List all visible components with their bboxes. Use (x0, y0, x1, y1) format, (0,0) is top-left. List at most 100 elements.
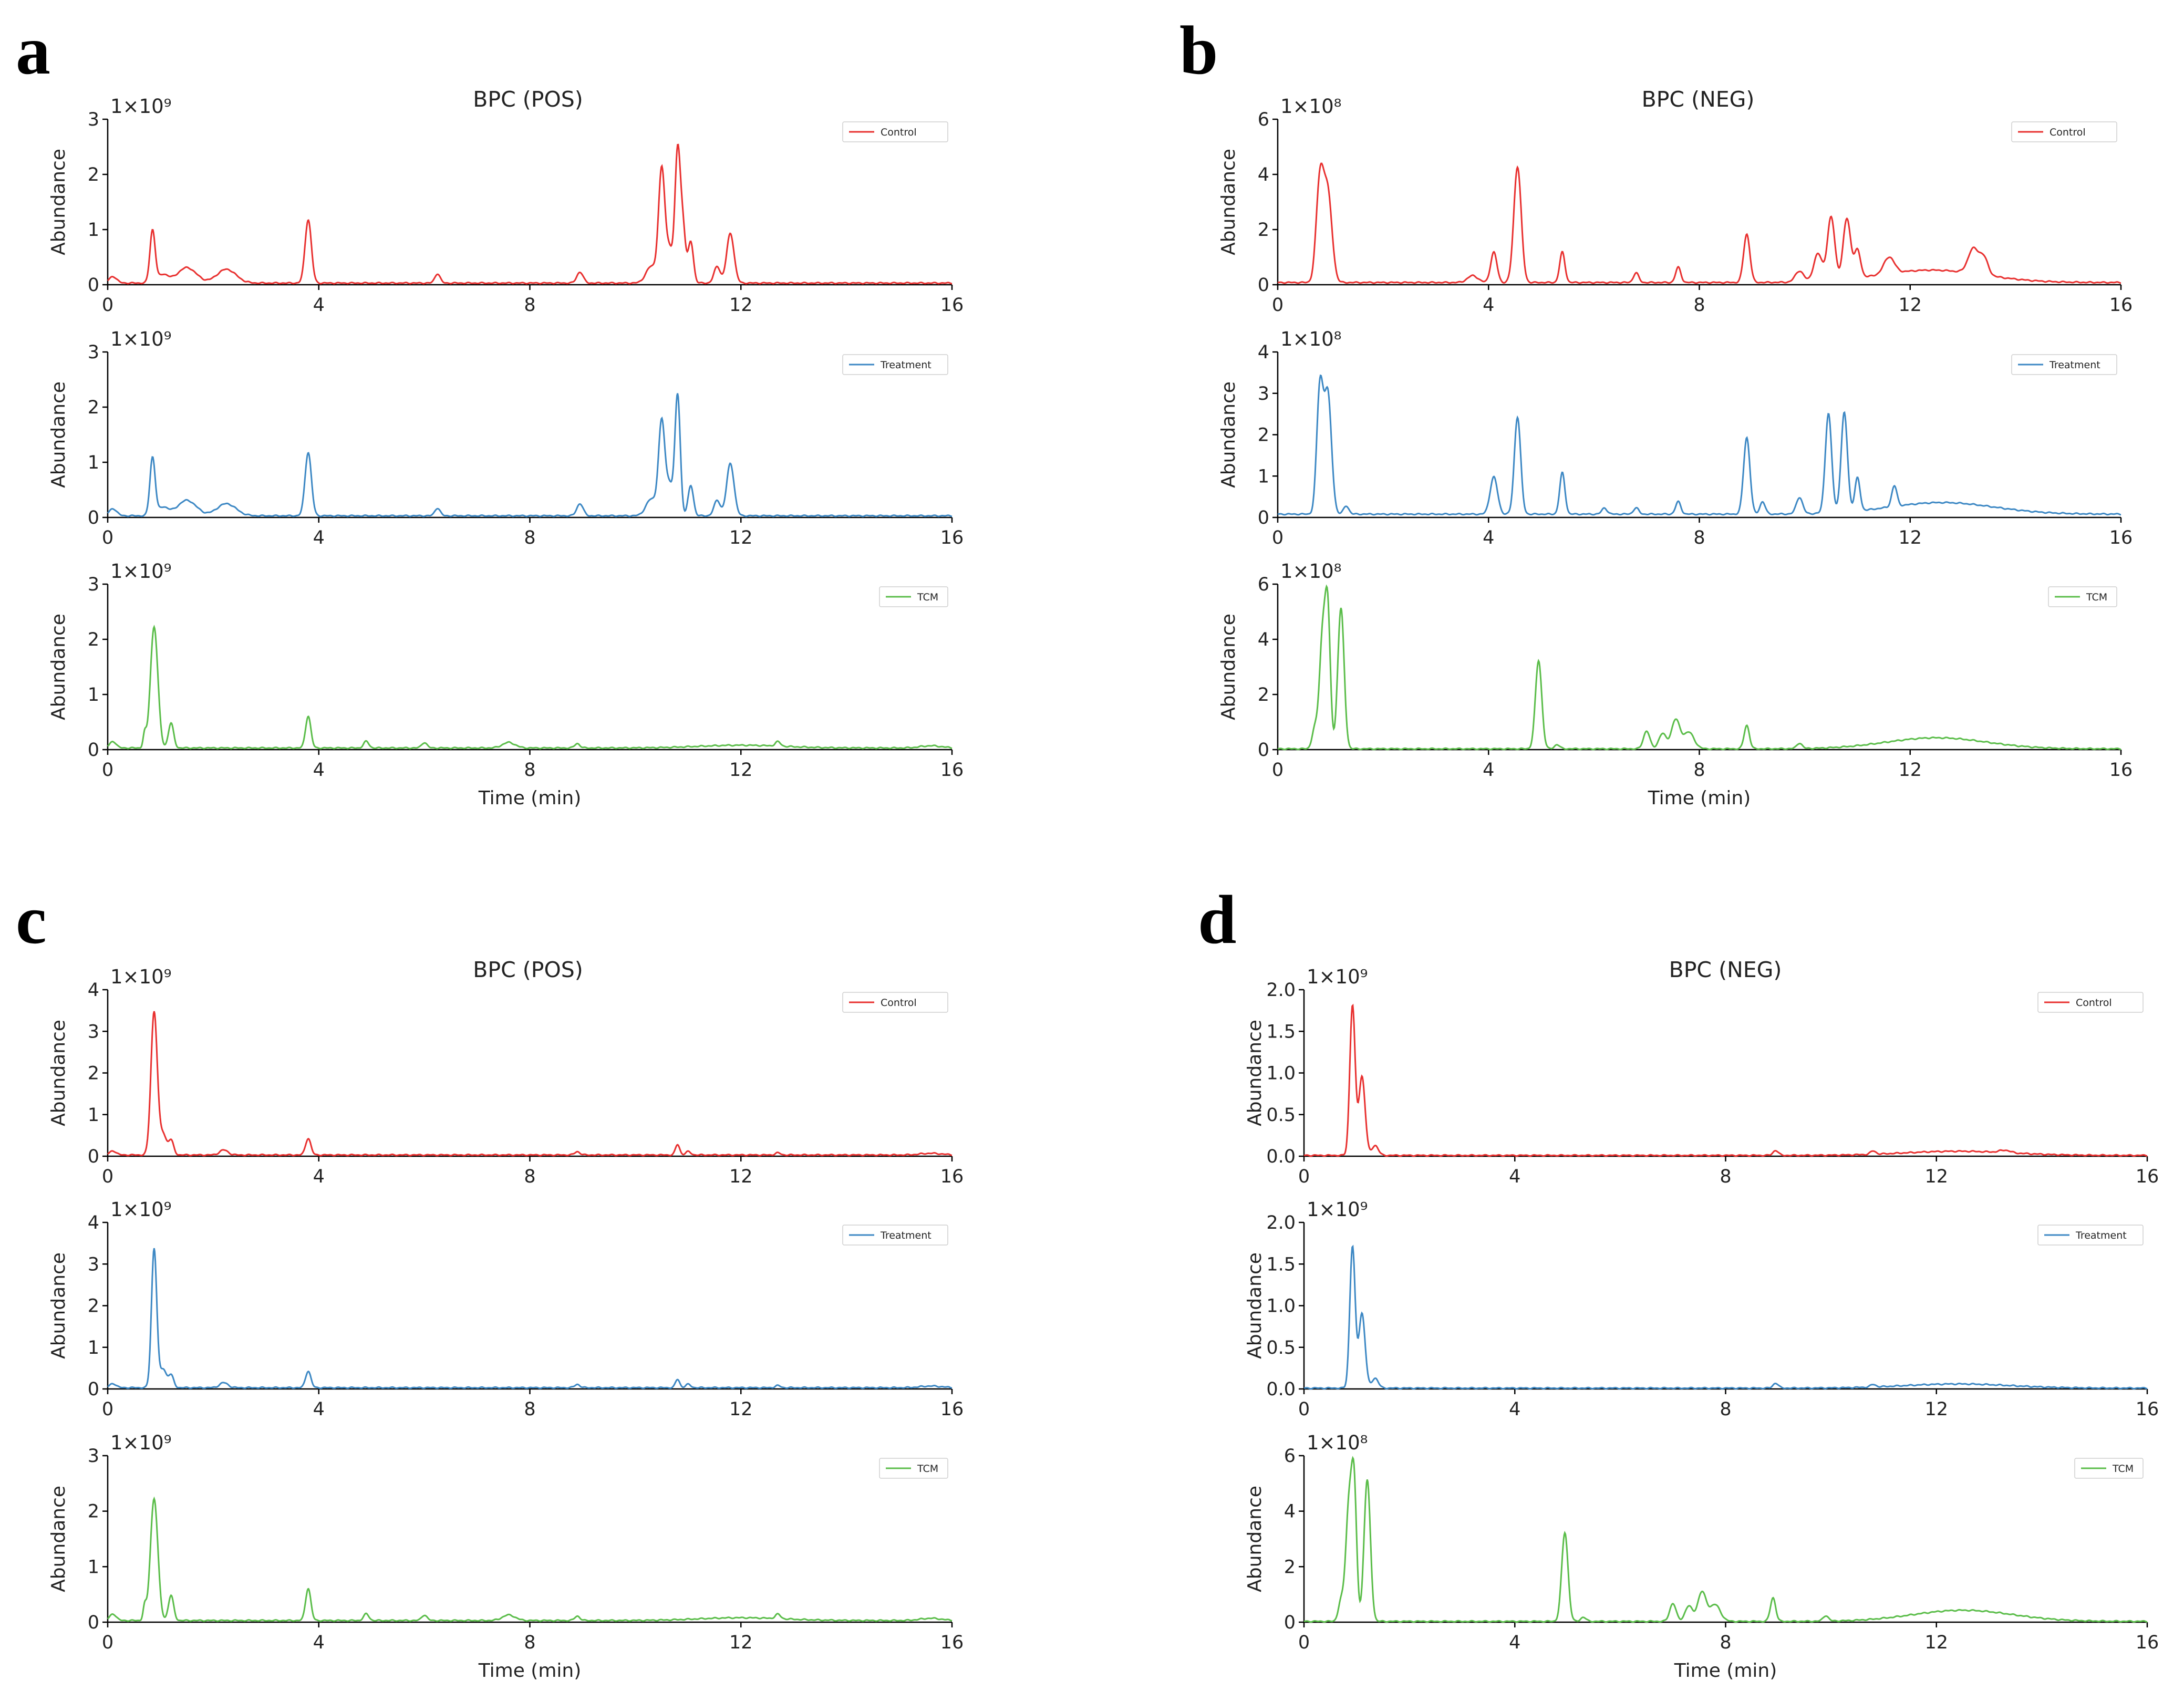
y-tick-label: 2 (1258, 220, 1269, 241)
x-tick-label: 8 (1720, 1166, 1731, 1187)
panel-letter: b (1179, 12, 1218, 89)
y-tick-label: 1 (1258, 466, 1269, 487)
legend-label: Treatment (880, 1230, 931, 1241)
x-tick-label: 0 (1298, 1399, 1310, 1420)
x-tick-label: 12 (729, 527, 753, 548)
panel-title: BPC (POS) (473, 87, 583, 112)
y-tick-label: 2 (88, 1296, 99, 1317)
series-line-tcm (1278, 584, 2121, 751)
y-axis-label: Abundance (48, 149, 69, 255)
legend-label: TCM (917, 1463, 938, 1475)
y-tick-label: 4 (88, 1212, 99, 1233)
series-line-treatment (1277, 374, 2121, 516)
y-tick-label: 2 (88, 629, 99, 650)
y-tick-label: 1.0 (1266, 1063, 1296, 1084)
subplot-tcm: 0 2 4 6 0 4 8 12 16 Abundance 1×10⁸ TCM Time (min) (1244, 1431, 2159, 1682)
y-tick-label: 1 (88, 452, 99, 473)
x-tick-label: 0 (102, 1632, 113, 1653)
y-scale-multiplier: 1×10⁸ (1280, 328, 1341, 350)
y-scale-multiplier: 1×10⁹ (110, 1431, 171, 1454)
y-tick-label: 0 (1258, 275, 1269, 296)
legend-box (842, 1225, 948, 1246)
y-tick-label: 2.0 (1266, 980, 1296, 1001)
y-scale-multiplier: 1×10⁸ (1280, 95, 1341, 118)
y-axis-label: Abundance (1244, 1252, 1266, 1359)
x-tick-label: 4 (1483, 760, 1494, 781)
x-tick-label: 16 (940, 1166, 964, 1187)
x-tick-label: 0 (1272, 527, 1284, 548)
y-tick-label: 2 (1258, 684, 1269, 706)
x-tick-label: 16 (2136, 1166, 2159, 1187)
legend-label: TCM (2086, 592, 2107, 603)
y-axis-label: Abundance (48, 1252, 69, 1359)
x-tick-label: 16 (940, 1399, 964, 1420)
panel-title: BPC (NEG) (1642, 87, 1755, 112)
x-tick-label: 8 (1720, 1632, 1731, 1653)
x-tick-label: 8 (1720, 1399, 1731, 1420)
x-tick-label: 8 (524, 1399, 535, 1420)
x-tick-label: 12 (1898, 527, 1922, 548)
x-tick-label: 4 (313, 527, 325, 548)
x-tick-label: 0 (102, 527, 113, 548)
x-tick-label: 0 (1272, 295, 1284, 316)
y-tick-label: 0.5 (1266, 1105, 1296, 1126)
legend-label: Treatment (880, 359, 931, 371)
legend-box (879, 1458, 948, 1479)
series-line-control (107, 1011, 953, 1157)
x-tick-label: 12 (1898, 295, 1922, 316)
x-tick-label: 12 (729, 760, 753, 781)
x-tick-label: 4 (1483, 295, 1494, 316)
y-tick-label: 2 (1258, 425, 1269, 446)
y-axis-label: Abundance (1218, 614, 1239, 720)
y-tick-label: 2 (88, 1063, 99, 1084)
x-tick-label: 16 (2109, 760, 2133, 781)
panel-letter: d (1198, 881, 1236, 958)
x-tick-label: 12 (729, 1399, 753, 1420)
y-tick-label: 0 (88, 740, 99, 761)
y-axis-label: Abundance (48, 1486, 69, 1592)
panel-title: BPC (NEG) (1669, 957, 1782, 982)
y-scale-multiplier: 1×10⁹ (110, 1198, 171, 1221)
x-tick-label: 4 (313, 760, 325, 781)
y-axis-label: Abundance (1218, 149, 1239, 255)
x-axis-label: Time (min) (478, 1660, 582, 1682)
y-tick-label: 3 (88, 1446, 99, 1467)
x-tick-label: 0 (102, 1399, 113, 1420)
y-tick-label: 6 (1258, 109, 1269, 130)
series-line-treatment (107, 393, 953, 517)
x-tick-label: 12 (729, 1632, 753, 1653)
x-tick-label: 4 (1509, 1399, 1520, 1420)
x-tick-label: 0 (1298, 1166, 1310, 1187)
y-tick-label: 2 (88, 164, 99, 185)
y-tick-label: 1 (88, 684, 99, 706)
y-axis-label: Abundance (1244, 1020, 1266, 1126)
y-tick-label: 2 (88, 397, 99, 418)
x-tick-label: 16 (940, 1632, 964, 1653)
legend-label: TCM (917, 592, 938, 603)
y-scale-multiplier: 1×10⁹ (1307, 966, 1368, 988)
legend-box (2037, 992, 2144, 1013)
y-axis-label: Abundance (48, 1020, 69, 1126)
series-line-tcm (107, 1496, 953, 1622)
legend-label: Control (2050, 127, 2086, 138)
y-tick-label: 1.5 (1266, 1021, 1296, 1042)
x-axis-label: Time (min) (478, 787, 582, 809)
x-tick-label: 12 (1924, 1166, 1948, 1187)
series-line-control (107, 143, 953, 285)
y-tick-label: 0.0 (1266, 1379, 1296, 1400)
x-tick-label: 16 (940, 295, 964, 316)
y-scale-multiplier: 1×10⁹ (1307, 1198, 1368, 1221)
x-tick-label: 4 (313, 295, 325, 316)
y-tick-label: 0 (88, 1146, 99, 1167)
subplot-tcm: 0 2 4 6 0 4 8 12 16 Abundance 1×10⁸ TCM Time (min) (1218, 560, 2133, 809)
x-tick-label: 8 (524, 295, 535, 316)
series-line-treatment (1303, 1244, 2148, 1390)
legend-label: Control (2076, 997, 2112, 1009)
y-scale-multiplier: 1×10⁸ (1280, 560, 1341, 583)
y-tick-label: 1 (88, 1557, 99, 1578)
